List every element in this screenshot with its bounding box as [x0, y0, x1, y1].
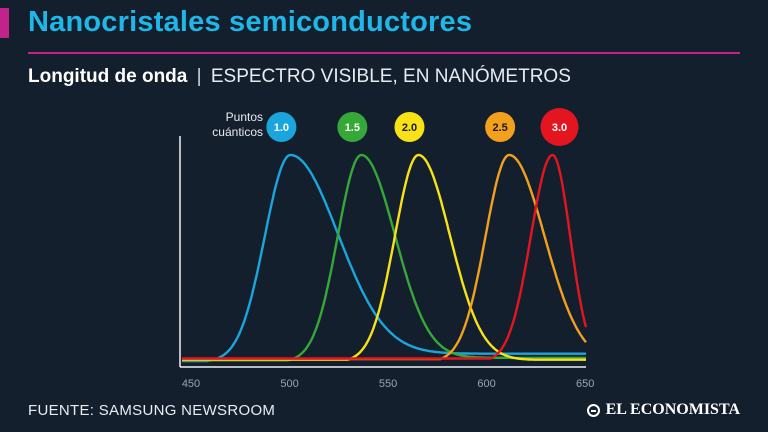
legend-swatch — [394, 112, 425, 142]
chart-subtitle: Longitud de onda | ESPECTRO VISIBLE, EN … — [28, 66, 571, 88]
series-line-1-0 — [181, 153, 587, 363]
legend-label: 3.0 — [552, 122, 567, 134]
subtitle-bold: Longitud de onda — [28, 66, 188, 87]
series-line-2-0 — [181, 153, 587, 361]
legend-label: 1.0 — [274, 122, 289, 134]
brand-name: EL ECONOMISTA — [605, 401, 740, 418]
title-accent-bar — [0, 8, 9, 38]
x-tick-label: 650 — [576, 378, 594, 390]
x-tick-labels: 450 500 550 600 650 — [182, 378, 595, 390]
legend-item-3-0: 3.0 — [540, 108, 579, 146]
brand-mark-icon — [586, 403, 600, 417]
x-tick-label: 500 — [280, 378, 298, 390]
legend-item-2-5: 2.5 — [485, 112, 516, 142]
x-tick-label: 600 — [477, 378, 495, 390]
legend-item-1-0: 1.0 — [266, 112, 297, 142]
series-lines — [181, 153, 588, 363]
legend-title: Puntos cuánticos — [212, 110, 263, 139]
x-tick-label: 450 — [182, 378, 200, 390]
legend-swatch — [485, 112, 516, 142]
legend-item-1-5: 1.5 — [337, 112, 368, 142]
legend: 1.0 1.5 2.0 2.5 3.0 — [266, 108, 579, 146]
legend-label: 2.5 — [492, 122, 507, 134]
series-line-1-5 — [181, 153, 587, 362]
legend-item-2-0: 2.0 — [394, 112, 425, 142]
legend-swatch — [540, 108, 579, 146]
legend-title-line1: Puntos — [226, 110, 263, 124]
page-title: Nanocristales semiconductores — [28, 6, 473, 38]
legend-title-line2: cuánticos — [212, 125, 263, 139]
x-tick-label: 550 — [379, 378, 397, 390]
title-divider — [28, 52, 740, 54]
legend-label: 2.0 — [402, 122, 417, 134]
legend-swatch — [266, 112, 297, 142]
source-note: FUENTE: SAMSUNG NEWSROOM — [28, 402, 276, 419]
series-line-3-0 — [181, 153, 588, 360]
legend-swatch — [337, 112, 368, 142]
brand-logo: EL ECONOMISTA — [586, 401, 740, 419]
subtitle-detail: ESPECTRO VISIBLE, EN NANÓMETROS — [210, 66, 571, 87]
subtitle-separator: | — [196, 66, 202, 87]
legend-label: 1.5 — [345, 122, 360, 134]
